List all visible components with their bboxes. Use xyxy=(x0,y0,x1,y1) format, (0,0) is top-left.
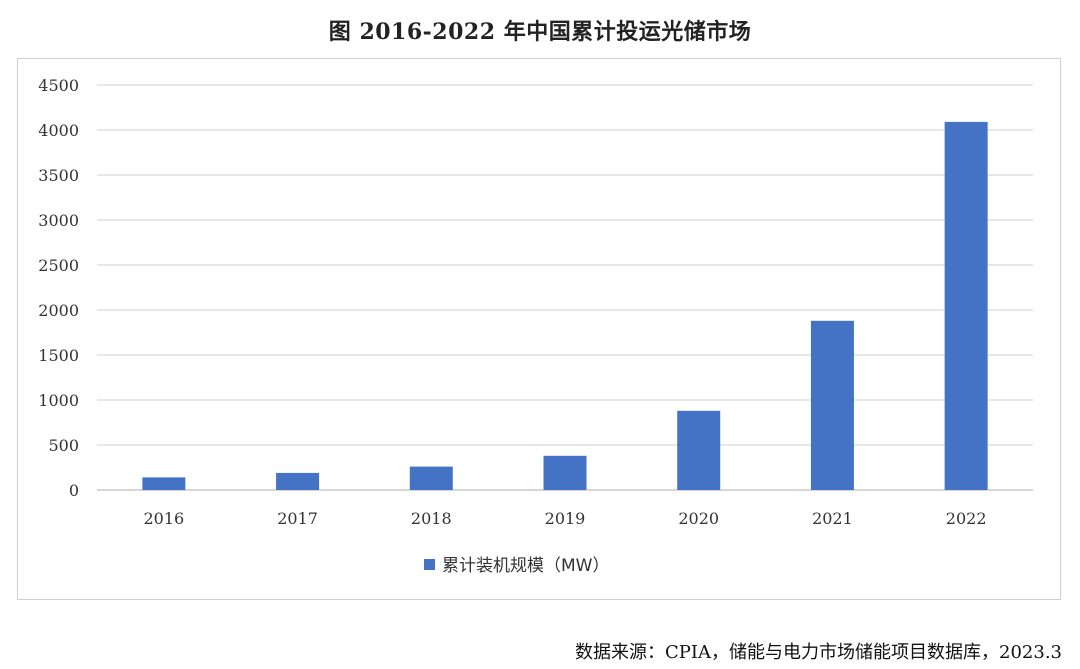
bar xyxy=(944,121,988,491)
legend-label: 累计装机规模（MW） xyxy=(442,556,609,576)
x-tick-label: 2022 xyxy=(946,509,987,528)
bar xyxy=(810,320,854,490)
legend: 累计装机规模（MW） xyxy=(424,556,609,576)
y-tick-label: 1000 xyxy=(38,391,79,410)
x-tick-label: 2019 xyxy=(545,509,586,528)
bar xyxy=(409,466,453,490)
bar xyxy=(677,410,721,490)
legend-swatch xyxy=(424,559,435,570)
y-tick-label: 4000 xyxy=(38,121,79,140)
bar xyxy=(142,477,186,490)
bar xyxy=(543,455,587,490)
x-tick-label: 2018 xyxy=(411,509,452,528)
x-tick-label: 2017 xyxy=(277,509,318,528)
y-tick-label: 0 xyxy=(69,481,79,500)
y-tick-label: 3000 xyxy=(38,211,79,230)
bars xyxy=(142,121,988,491)
source-note: 数据来源：CPIA，储能与电力市场储能项目数据库，2023.3 xyxy=(575,642,1062,663)
x-axis-tick-labels: 2016 2017 2018 2019 2020 2021 2022 xyxy=(143,509,986,528)
x-tick-label: 2021 xyxy=(812,509,853,528)
x-tick-label: 2020 xyxy=(678,509,719,528)
y-tick-label: 4500 xyxy=(38,76,79,95)
y-tick-label: 3500 xyxy=(38,166,79,185)
y-axis-tick-labels: 0 500 1000 1500 2000 2500 3000 3500 4000 4500 xyxy=(38,76,79,500)
y-tick-label: 2500 xyxy=(38,256,79,275)
x-tick-label: 2016 xyxy=(143,509,184,528)
y-tick-label: 2000 xyxy=(38,301,79,320)
bar xyxy=(276,472,320,490)
y-tick-label: 1500 xyxy=(38,346,79,365)
gridlines xyxy=(97,84,1033,491)
chart-title: 图 2016-2022 年中国累计投运光储市场 xyxy=(328,19,752,45)
chart-frame xyxy=(17,58,1061,600)
y-tick-label: 500 xyxy=(48,436,79,455)
